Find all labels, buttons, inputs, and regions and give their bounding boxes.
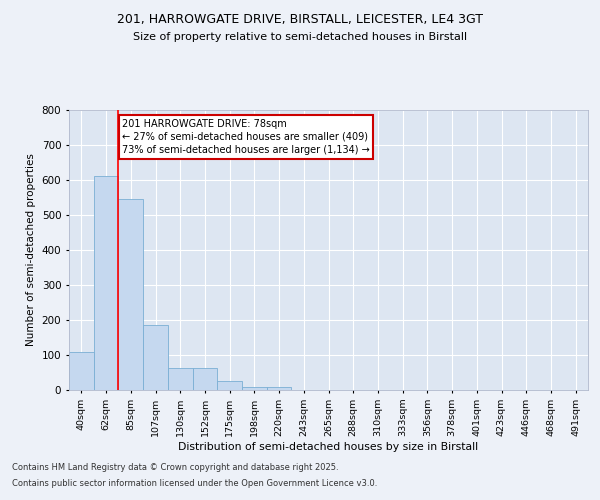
Text: 201, HARROWGATE DRIVE, BIRSTALL, LEICESTER, LE4 3GT: 201, HARROWGATE DRIVE, BIRSTALL, LEICEST…: [117, 12, 483, 26]
Text: Size of property relative to semi-detached houses in Birstall: Size of property relative to semi-detach…: [133, 32, 467, 42]
Y-axis label: Number of semi-detached properties: Number of semi-detached properties: [26, 154, 36, 346]
Bar: [267, 387, 292, 390]
Text: Contains HM Land Registry data © Crown copyright and database right 2025.: Contains HM Land Registry data © Crown c…: [12, 462, 338, 471]
Text: 201 HARROWGATE DRIVE: 78sqm
← 27% of semi-detached houses are smaller (409)
73% : 201 HARROWGATE DRIVE: 78sqm ← 27% of sem…: [122, 118, 370, 155]
Text: Contains public sector information licensed under the Open Government Licence v3: Contains public sector information licen…: [12, 479, 377, 488]
Bar: [242, 386, 267, 390]
Bar: [69, 352, 94, 390]
Bar: [193, 368, 217, 390]
Bar: [143, 325, 168, 390]
X-axis label: Distribution of semi-detached houses by size in Birstall: Distribution of semi-detached houses by …: [178, 442, 479, 452]
Bar: [168, 368, 193, 390]
Bar: [217, 381, 242, 390]
Bar: [94, 176, 118, 390]
Bar: [118, 198, 143, 390]
